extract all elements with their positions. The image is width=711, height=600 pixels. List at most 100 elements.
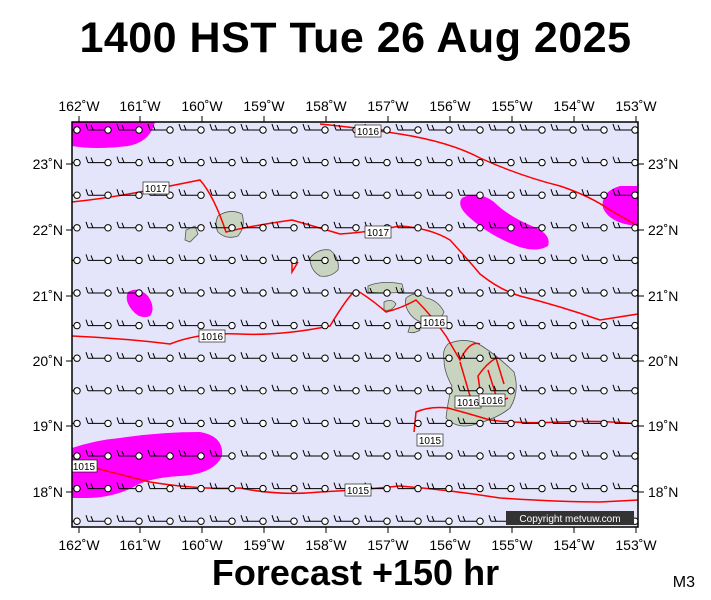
wind-barb (426, 384, 453, 395)
wind-barb (240, 384, 267, 395)
wind-barb (581, 482, 608, 493)
wind-barb (72, 517, 81, 525)
wind-barb (550, 189, 577, 199)
wind-barb (333, 189, 360, 199)
lon-label-bottom: 156˚W (429, 537, 471, 553)
wind-barb (426, 286, 453, 297)
wind-barb (302, 254, 329, 265)
wind-barb (147, 254, 174, 265)
wind-barb (85, 123, 112, 134)
wind-barb (488, 254, 515, 265)
wind-barb (550, 156, 577, 167)
precipitation-areas (72, 122, 638, 498)
map-axes: 162˚W 162˚W 161˚W 161˚W 160˚W 160˚W 159˚W 159˚W… (33, 98, 679, 553)
wind-barb (457, 482, 484, 493)
wind-barb (457, 254, 484, 265)
wind-barb (488, 417, 515, 428)
wind-barb (209, 123, 236, 134)
wind-barb (395, 221, 422, 232)
wind-barb (178, 352, 205, 362)
wind-barb (395, 482, 422, 493)
lon-label-bottom: 158˚W (305, 537, 347, 553)
wind-barb (209, 449, 236, 460)
wind-barb (85, 515, 112, 525)
wind-barb (302, 352, 329, 362)
wind-barb (581, 221, 608, 232)
wind-barb (550, 384, 577, 395)
wind-barb (85, 254, 112, 265)
wind-barb (333, 352, 360, 362)
wind-barb (116, 515, 143, 525)
wind-barb (333, 449, 360, 460)
isobar-label: 1015 (344, 483, 372, 497)
wind-barb (395, 515, 422, 525)
isobar-line (72, 179, 638, 321)
lon-label-bottom: 161˚W (119, 537, 161, 553)
wind-barb (116, 384, 143, 395)
wind-barb (519, 123, 546, 134)
wind-barb (209, 254, 236, 265)
wind-barb (72, 484, 81, 493)
wind-barb (550, 352, 577, 362)
lon-label-bottom: 153˚W (615, 537, 657, 553)
wind-barb (488, 156, 515, 167)
lat-label-right: 23˚N (648, 156, 678, 172)
wind-barb (240, 123, 267, 134)
wind-barb (364, 449, 391, 460)
copyright-badge: Copyright metvuw.com (506, 511, 634, 525)
lon-label-top: 155˚W (491, 98, 533, 114)
wind-barb (488, 123, 515, 134)
wind-barb (72, 158, 81, 167)
wind-barb (209, 482, 236, 493)
lon-label-bottom: 160˚W (181, 537, 223, 553)
wind-barb (488, 449, 515, 460)
wind-barb (209, 417, 236, 428)
wind-barb (457, 449, 484, 460)
wind-barb (457, 319, 484, 330)
wind-barb (364, 189, 391, 199)
wind-barb (302, 515, 329, 525)
wind-barb (147, 352, 174, 362)
wind-barb (85, 482, 112, 493)
wind-barb (457, 286, 484, 297)
wind-barb (519, 254, 546, 265)
wind-barb (457, 384, 484, 395)
wind-barb (240, 319, 267, 330)
wind-barb (178, 482, 205, 493)
wind-barb (209, 515, 236, 525)
wind-barb (116, 254, 143, 265)
wind-barb (612, 352, 638, 362)
wind-barb (426, 221, 453, 232)
wind-barb (116, 221, 143, 232)
wind-barb (581, 189, 608, 199)
wind-barb (395, 352, 422, 362)
wind-barb (488, 482, 515, 493)
wind-barb (209, 384, 236, 395)
wind-barb (550, 221, 577, 232)
isobar-label-text: 1015 (347, 486, 370, 497)
wind-barb (72, 191, 81, 199)
wind-barb (271, 384, 298, 395)
lon-label-top: 161˚W (119, 98, 161, 114)
wind-barb (457, 156, 484, 167)
wind-barb (240, 189, 267, 199)
wind-barb (85, 352, 112, 362)
wind-barb (612, 286, 638, 297)
isobar-label-text: 1017 (367, 228, 390, 239)
isobar-label: 1016 (198, 329, 226, 343)
wind-barb (147, 123, 174, 134)
lat-label-left: 19˚N (33, 418, 63, 434)
wind-barb (178, 254, 205, 265)
wind-barb (116, 156, 143, 167)
wind-barb (395, 286, 422, 297)
wind-barb (550, 319, 577, 330)
wind-barb (85, 286, 112, 297)
lon-label-bottom: 162˚W (58, 537, 100, 553)
isobar-label-text: 1017 (145, 184, 168, 195)
wind-barb (240, 449, 267, 460)
lat-label-right: 20˚N (648, 353, 678, 369)
wind-barb (271, 319, 298, 330)
wind-barb (426, 417, 453, 428)
wind-barb (72, 419, 81, 428)
wind-barb (302, 156, 329, 167)
